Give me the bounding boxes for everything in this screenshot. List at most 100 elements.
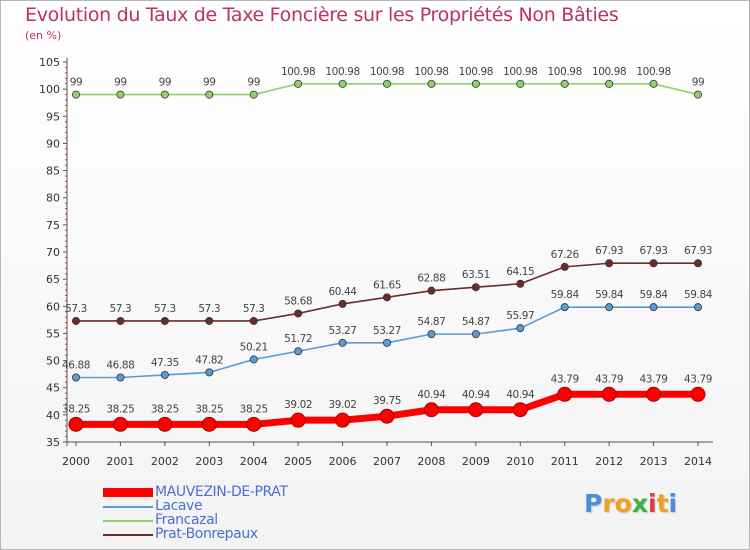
data-label: 67.93 (640, 245, 668, 257)
data-label: 62.88 (417, 273, 445, 285)
y-tick-label: 65 (46, 273, 60, 286)
legend-swatch (103, 534, 153, 536)
data-label: 38.25 (106, 403, 134, 415)
data-label: 100.98 (503, 66, 537, 78)
data-label: 38.25 (151, 403, 179, 415)
data-point (112, 416, 128, 432)
logo-letter: x (631, 489, 648, 518)
y-tick-label: 90 (46, 137, 60, 150)
data-label: 99 (114, 77, 127, 89)
data-label: 40.94 (462, 389, 491, 401)
y-tick-label: 80 (46, 192, 60, 205)
legend-label: MAUVEZIN-DE-PRAT (155, 484, 288, 500)
data-point (338, 338, 347, 347)
logo-letter: o (614, 489, 632, 518)
data-label: 100.98 (459, 66, 493, 78)
data-label: 54.87 (462, 316, 490, 328)
data-label: 67.93 (595, 245, 623, 257)
data-point (116, 90, 125, 99)
x-tick-label: 2001 (106, 455, 134, 468)
logo-letter: i (648, 489, 657, 518)
data-point (249, 316, 258, 325)
data-point (601, 386, 617, 402)
legend-label: Prat-Bonrepaux (155, 526, 258, 542)
data-point (690, 386, 706, 402)
data-label: 100.98 (281, 66, 315, 78)
data-point (382, 338, 391, 347)
logo-letter: t (656, 489, 669, 518)
data-point (382, 79, 391, 88)
y-tick-label: 105 (39, 56, 60, 69)
data-label: 100.98 (592, 66, 626, 78)
data-label: 46.88 (106, 360, 134, 372)
data-point (382, 293, 391, 302)
x-tick-label: 2008 (417, 455, 445, 468)
data-point (205, 90, 214, 99)
data-label: 67.93 (684, 245, 712, 257)
x-tick-label: 2014 (684, 455, 712, 468)
x-tick-label: 2011 (551, 455, 579, 468)
legend-label: Lacave (155, 498, 203, 514)
data-label: 57.3 (243, 303, 265, 315)
y-tick-label: 55 (46, 327, 60, 340)
data-label: 51.72 (284, 333, 312, 345)
data-point (68, 416, 84, 432)
data-point (649, 303, 658, 312)
data-label: 40.94 (417, 389, 446, 401)
data-label: 38.25 (195, 403, 223, 415)
legend-swatch (103, 506, 153, 508)
data-point (338, 79, 347, 88)
data-point (516, 324, 525, 333)
y-tick-label: 85 (46, 165, 60, 178)
data-point (649, 259, 658, 268)
logo-letter: P (584, 489, 603, 518)
data-point (294, 347, 303, 356)
x-tick-label: 2005 (284, 455, 312, 468)
data-point (560, 79, 569, 88)
data-label: 50.21 (240, 341, 268, 353)
data-point (160, 370, 169, 379)
data-point (335, 412, 351, 428)
data-label: 38.25 (240, 403, 268, 415)
data-point (694, 90, 703, 99)
x-tick-label: 2009 (462, 455, 490, 468)
data-label: 55.97 (506, 310, 534, 322)
data-point (294, 309, 303, 318)
data-label: 57.3 (110, 303, 132, 315)
data-point (471, 79, 480, 88)
data-point (338, 299, 347, 308)
data-label: 40.94 (506, 389, 535, 401)
data-point (512, 402, 528, 418)
data-label: 39.02 (284, 399, 312, 411)
data-label: 59.84 (640, 289, 669, 301)
x-tick-label: 2010 (506, 455, 534, 468)
data-point (423, 402, 439, 418)
data-label: 58.68 (284, 295, 312, 307)
data-point (72, 316, 81, 325)
data-point (605, 259, 614, 268)
data-point (516, 79, 525, 88)
data-label: 100.98 (414, 66, 448, 78)
x-tick-label: 2012 (595, 455, 623, 468)
data-label: 43.79 (551, 373, 579, 385)
data-point (427, 330, 436, 339)
data-label: 39.02 (329, 399, 357, 411)
data-label: 59.84 (551, 289, 580, 301)
data-point (205, 316, 214, 325)
data-label: 99 (203, 77, 216, 89)
data-label: 99 (159, 77, 172, 89)
data-label: 63.51 (462, 269, 490, 281)
data-label: 57.3 (154, 303, 176, 315)
y-tick-label: 45 (46, 382, 60, 395)
y-tick-label: 95 (46, 110, 60, 123)
data-label: 47.82 (195, 354, 223, 366)
y-tick-label: 35 (46, 436, 60, 449)
data-point (379, 408, 395, 424)
data-point (646, 386, 662, 402)
data-label: 100.98 (636, 66, 670, 78)
data-point (468, 402, 484, 418)
data-point (246, 416, 262, 432)
logo-letter: i (668, 489, 678, 518)
data-label: 99 (692, 77, 705, 89)
y-tick-label: 75 (46, 219, 60, 232)
